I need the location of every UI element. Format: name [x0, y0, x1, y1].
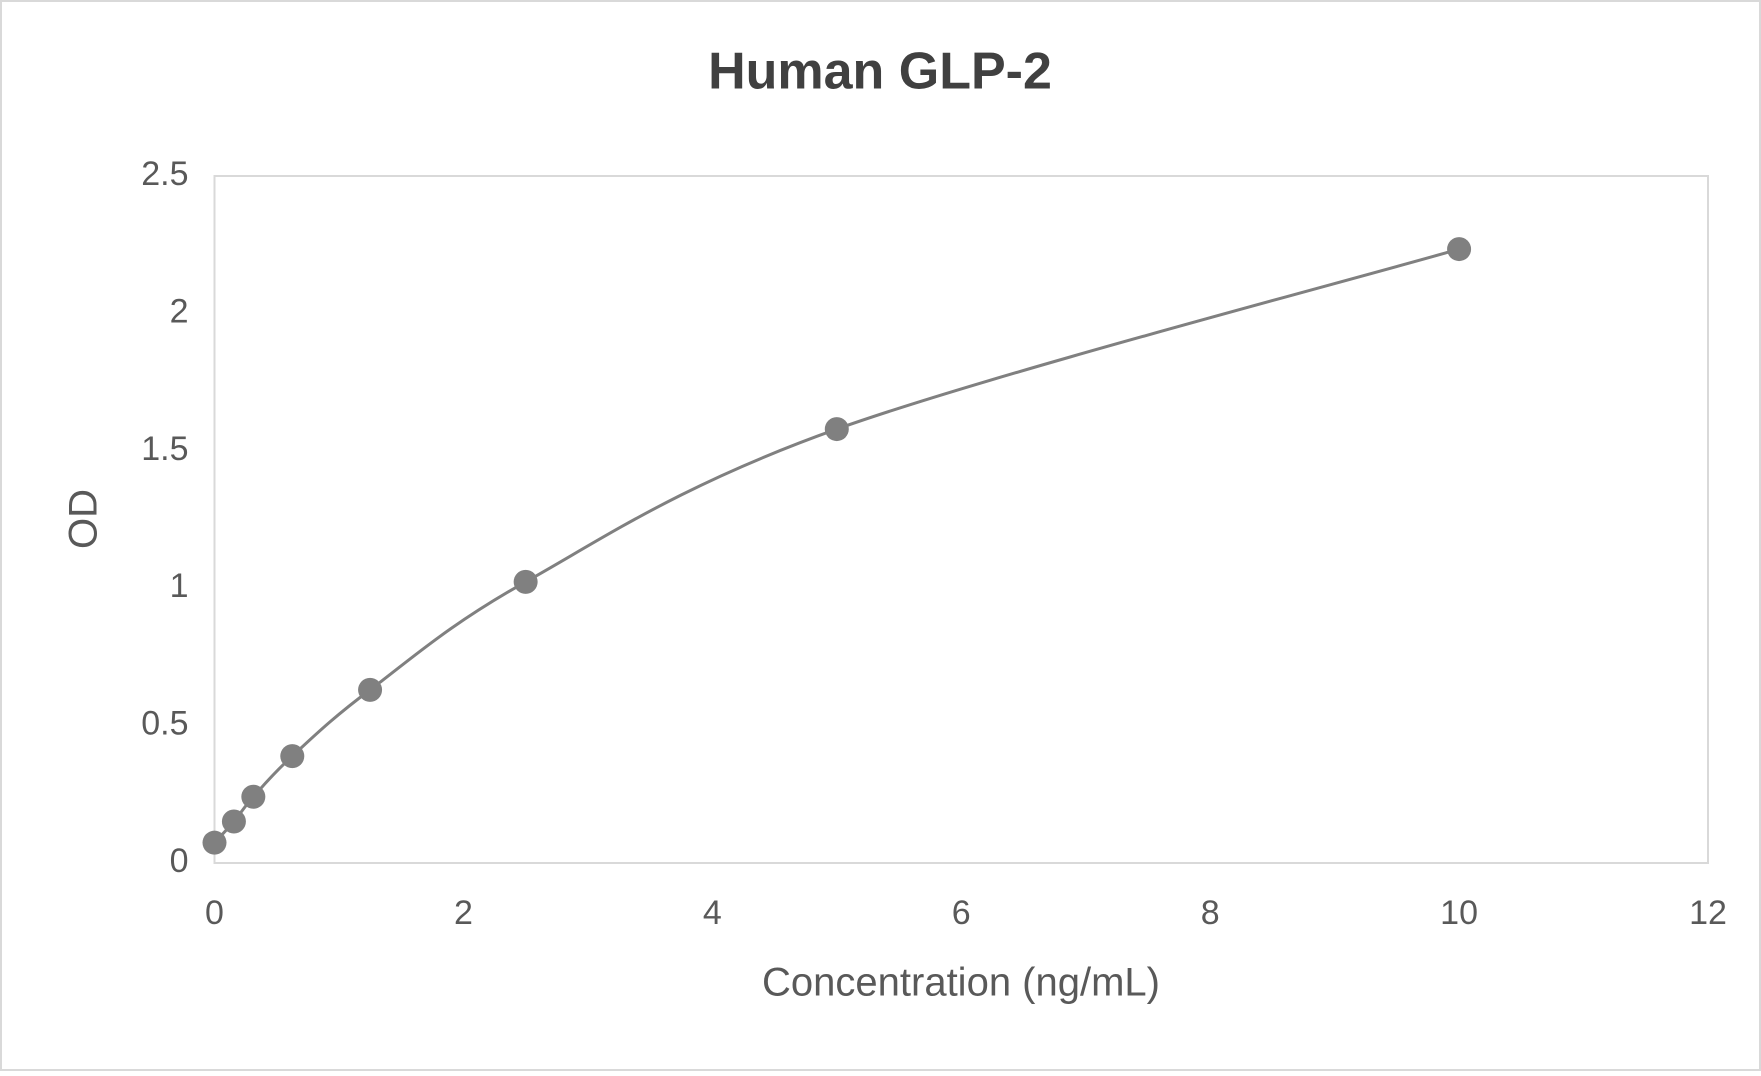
data-point [358, 677, 383, 702]
y-tick-label: 2.5 [141, 155, 188, 193]
y-tick-label: 1.5 [141, 430, 188, 468]
data-point [202, 830, 227, 855]
x-tick-label: 0 [205, 894, 224, 932]
y-tick-label: 0.5 [141, 705, 188, 743]
data-point [513, 569, 538, 594]
plot-area [213, 175, 1709, 864]
data-point [280, 744, 305, 769]
x-tick-label: 8 [1201, 894, 1220, 932]
x-axis-title: Concentration (ng/mL) [762, 961, 1160, 1005]
y-tick-label: 0 [170, 842, 189, 880]
x-tick-label: 10 [1440, 894, 1478, 932]
chart-title: Human GLP-2 [708, 43, 1052, 101]
data-point [241, 784, 266, 809]
x-tick-label: 2 [454, 894, 473, 932]
data-point [1447, 237, 1472, 262]
x-tick-label: 12 [1689, 894, 1727, 932]
y-axis-title: OD [62, 489, 106, 549]
data-point [221, 809, 246, 834]
y-tick-label: 1 [170, 567, 189, 605]
x-tick-label: 6 [952, 894, 971, 932]
data-point [824, 417, 849, 442]
x-tick-label: 4 [703, 894, 722, 932]
y-tick-label: 2 [170, 292, 189, 330]
